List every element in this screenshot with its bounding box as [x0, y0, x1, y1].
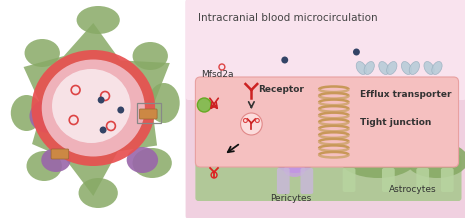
Ellipse shape — [11, 95, 42, 131]
Ellipse shape — [25, 39, 60, 67]
Text: Mfsd2a: Mfsd2a — [201, 70, 234, 79]
Ellipse shape — [79, 178, 118, 208]
Ellipse shape — [42, 60, 145, 157]
Polygon shape — [24, 23, 170, 196]
FancyBboxPatch shape — [343, 168, 356, 192]
Circle shape — [100, 126, 107, 133]
Ellipse shape — [339, 138, 417, 178]
Ellipse shape — [27, 151, 62, 181]
Ellipse shape — [276, 151, 313, 173]
Circle shape — [353, 48, 360, 56]
Text: Receptor: Receptor — [258, 85, 304, 94]
Ellipse shape — [284, 163, 305, 177]
Ellipse shape — [77, 6, 120, 34]
Ellipse shape — [387, 61, 397, 75]
FancyBboxPatch shape — [416, 168, 429, 192]
Ellipse shape — [52, 69, 131, 143]
Text: Tight junction: Tight junction — [360, 118, 432, 127]
FancyBboxPatch shape — [277, 168, 290, 194]
Ellipse shape — [379, 61, 389, 75]
Ellipse shape — [133, 42, 168, 70]
Circle shape — [281, 56, 288, 63]
Bar — [137, 103, 161, 123]
Ellipse shape — [406, 142, 468, 178]
FancyBboxPatch shape — [441, 168, 454, 192]
Circle shape — [118, 107, 124, 114]
Ellipse shape — [148, 83, 180, 123]
Circle shape — [98, 97, 105, 104]
Ellipse shape — [133, 148, 172, 178]
FancyBboxPatch shape — [186, 0, 466, 100]
Ellipse shape — [41, 148, 71, 172]
Ellipse shape — [356, 61, 366, 75]
Ellipse shape — [29, 99, 69, 133]
FancyBboxPatch shape — [186, 0, 466, 218]
Text: Intracranial blood microcirculation: Intracranial blood microcirculation — [198, 13, 378, 23]
Text: Efflux transporter: Efflux transporter — [360, 90, 452, 99]
FancyBboxPatch shape — [195, 155, 462, 201]
FancyBboxPatch shape — [195, 77, 458, 167]
Ellipse shape — [424, 61, 434, 75]
FancyBboxPatch shape — [139, 109, 157, 119]
Ellipse shape — [364, 61, 374, 75]
FancyBboxPatch shape — [301, 168, 313, 194]
Text: Astrocytes: Astrocytes — [389, 185, 436, 194]
Ellipse shape — [432, 61, 442, 75]
Ellipse shape — [401, 61, 411, 75]
Ellipse shape — [31, 50, 155, 166]
Text: Pericytes: Pericytes — [270, 194, 311, 203]
Ellipse shape — [127, 147, 158, 173]
FancyBboxPatch shape — [382, 168, 395, 192]
Ellipse shape — [409, 61, 419, 75]
Circle shape — [197, 98, 211, 112]
FancyBboxPatch shape — [51, 149, 69, 159]
Circle shape — [241, 113, 262, 135]
